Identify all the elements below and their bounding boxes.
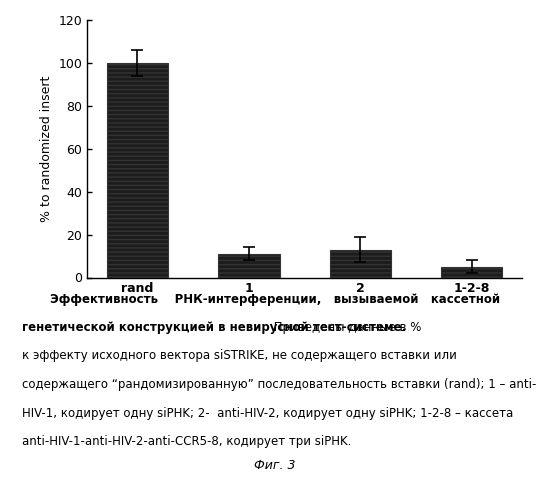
Text: Эффективность    РНК-интерференции,   вызываемой   кассетной: Эффективность РНК-интерференции, вызывае…: [50, 292, 500, 306]
Text: anti-HIV-1-anti-HIV-2-anti-CCR5-8, кодирует три siPHK.: anti-HIV-1-anti-HIV-2-anti-CCR5-8, кодир…: [22, 435, 351, 448]
Text: HIV-1, кодирует одну siPHK; 2-  anti-HIV-2, кодирует одну siPHK; 1-2-8 – кассета: HIV-1, кодирует одну siPHK; 2- anti-HIV-…: [22, 406, 513, 420]
Text: генетической конструкцией в невирусной тест-системе.: генетической конструкцией в невирусной т…: [22, 321, 406, 334]
Bar: [107, 63, 168, 278]
Bar: [330, 250, 391, 278]
Y-axis label: % to randomized insert: % to randomized insert: [40, 76, 53, 222]
Text: содержащего “рандомизированную” последовательность вставки (rand); 1 – anti-: содержащего “рандомизированную” последов…: [22, 378, 536, 391]
Text: к эффекту исходного вектора siSTRIKE, не содержащего вставки или: к эффекту исходного вектора siSTRIKE, не…: [22, 350, 456, 362]
Text: Приведены данные в %: Приведены данные в %: [270, 321, 422, 334]
Text: Фиг. 3: Фиг. 3: [254, 459, 295, 472]
Bar: [218, 254, 280, 278]
Bar: [441, 267, 503, 278]
